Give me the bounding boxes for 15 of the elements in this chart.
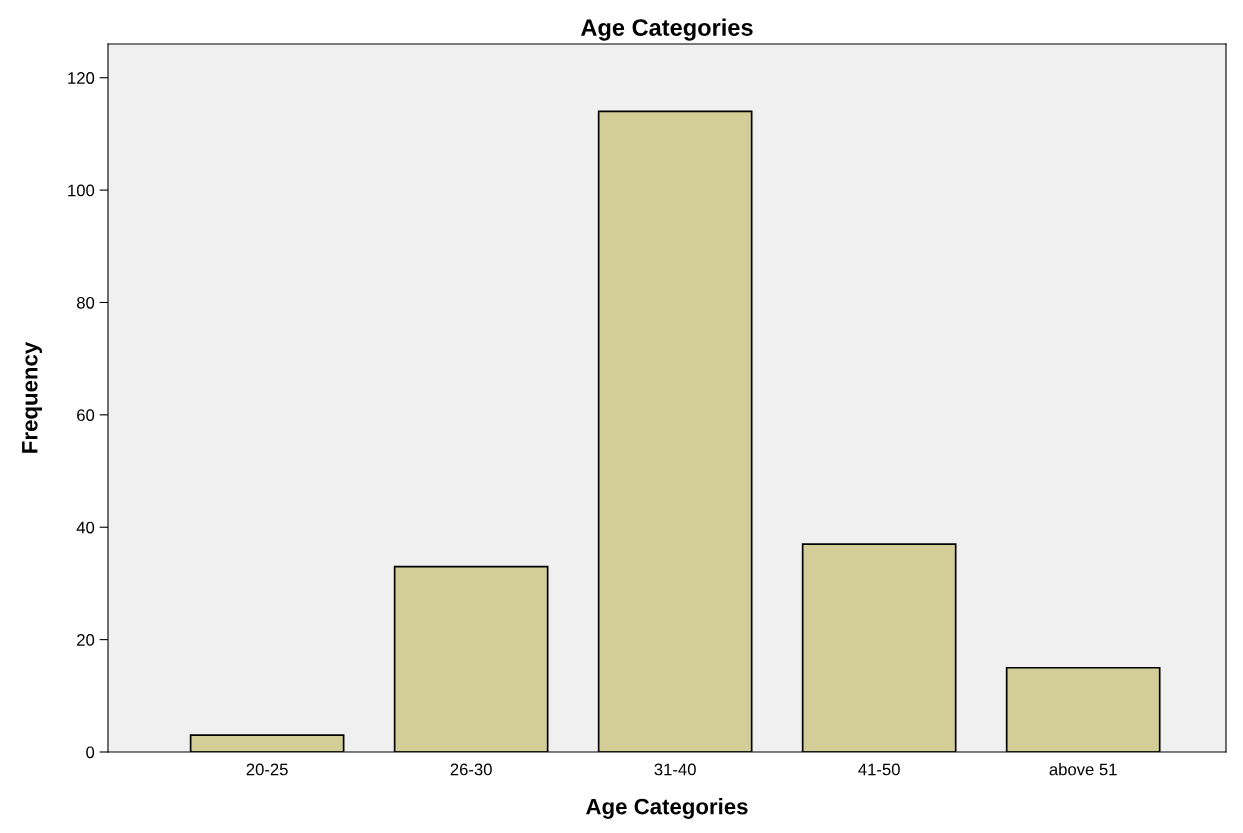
y-tick-label: 100 (68, 184, 95, 197)
y-axis-title: Frequency (22, 341, 42, 453)
x-axis-title: Age Categories (586, 798, 748, 819)
y-tick-label: 80 (76, 296, 95, 309)
x-tick-label: 41-50 (858, 763, 900, 776)
y-tick-label: 20 (77, 634, 95, 646)
x-tick-label: 26-30 (450, 763, 492, 776)
y-tick-label: 0 (86, 746, 95, 759)
x-tick-label: 20-25 (246, 763, 288, 776)
x-tick-label: 31-40 (654, 763, 696, 776)
y-tick-label: 60 (77, 409, 95, 422)
chart-title: Age Categories (580, 18, 753, 41)
x-tick-label: above 51 (1049, 763, 1117, 776)
y-tick-label: 120 (68, 72, 95, 84)
y-tick-label: 40 (76, 521, 95, 534)
